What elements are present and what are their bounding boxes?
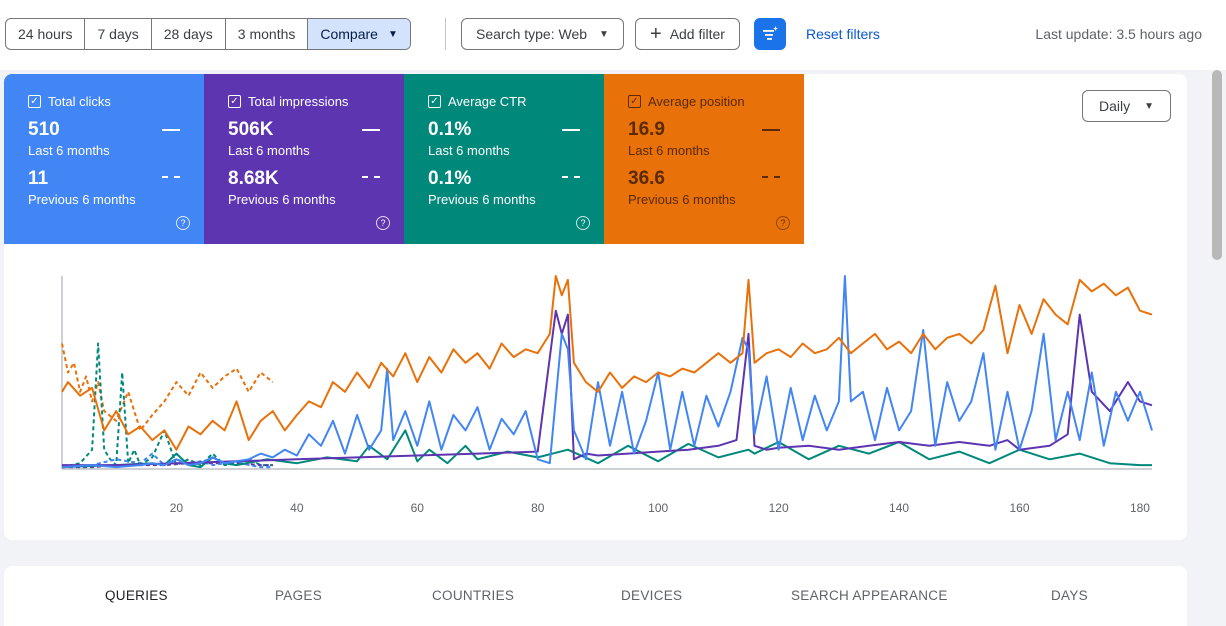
search-type-dropdown[interactable]: Search type: Web ▼ — [461, 18, 624, 50]
metric-label: Total clicks — [48, 94, 111, 109]
help-icon[interactable]: ? — [176, 216, 190, 230]
range-28-days[interactable]: 28 days — [152, 19, 226, 49]
dashed-line-legend — [762, 176, 780, 178]
metric-previous-value: 0.1% — [428, 168, 472, 189]
help-icon[interactable]: ? — [576, 216, 590, 230]
solid-line-legend — [162, 129, 180, 131]
metric-total-clicks[interactable]: ✓ Total clicks 510 Last 6 months 11 Prev… — [4, 74, 204, 244]
x-tick-label: 160 — [1009, 501, 1029, 515]
checkbox-checked-icon[interactable]: ✓ — [228, 95, 241, 108]
tab-countries[interactable]: COUNTRIES — [432, 588, 515, 603]
dashed-line-legend — [162, 176, 180, 178]
series-line-total-impressions — [62, 309, 1153, 467]
x-tick-label: 60 — [411, 501, 425, 515]
metric-previous-value: 36.6 — [628, 168, 665, 189]
compare-button[interactable]: Compare ▼ — [308, 19, 410, 49]
granularity-dropdown[interactable]: Daily ▼ — [1082, 90, 1171, 122]
metric-previous-value: 11 — [28, 168, 49, 189]
solid-line-legend — [362, 129, 380, 131]
series-line-total-clicks-previous — [61, 452, 273, 469]
series-line-average-ctr-previous — [61, 342, 273, 469]
x-tick-label: 180 — [1130, 501, 1150, 515]
checkbox-checked-icon[interactable]: ✓ — [628, 95, 641, 108]
filter-sparkle-icon — [763, 26, 778, 40]
date-range-selector: 24 hours 7 days 28 days 3 months Compare… — [5, 18, 411, 50]
metric-previous-period: Previous 6 months — [28, 192, 136, 207]
metric-previous-period: Previous 6 months — [628, 192, 736, 207]
metric-average-ctr[interactable]: ✓ Average CTR 0.1% Last 6 months 0.1% Pr… — [404, 74, 604, 244]
metric-current-period: Last 6 months — [28, 143, 110, 158]
search-type-label: Search type: Web — [476, 26, 588, 42]
metric-previous-period: Previous 6 months — [428, 192, 536, 207]
compare-label: Compare — [320, 26, 378, 42]
performance-card: ✓ Total clicks 510 Last 6 months 11 Prev… — [4, 74, 1187, 540]
x-tick-label: 20 — [170, 501, 184, 515]
checkbox-checked-icon[interactable]: ✓ — [28, 95, 41, 108]
tab-search-appearance[interactable]: SEARCH APPEARANCE — [791, 588, 948, 603]
top-toolbar: 24 hours 7 days 28 days 3 months Compare… — [0, 0, 1226, 70]
range-3-months[interactable]: 3 months — [226, 19, 309, 49]
performance-line-chart: 20 40 60 80 100 120 140 160 180 — [61, 275, 1153, 515]
dimension-tabs: QUERIES PAGES COUNTRIES DEVICES SEARCH A… — [4, 566, 1187, 626]
metric-current-value: 16.9 — [628, 119, 665, 140]
metric-label: Average CTR — [448, 94, 527, 109]
metric-current-period: Last 6 months — [428, 143, 510, 158]
help-icon[interactable]: ? — [776, 216, 790, 230]
tab-days[interactable]: DAYS — [1051, 588, 1088, 603]
x-tick-label: 80 — [531, 501, 545, 515]
dashed-line-legend — [362, 176, 380, 178]
x-tick-label: 120 — [769, 501, 789, 515]
help-icon[interactable]: ? — [376, 216, 390, 230]
dashed-line-legend — [562, 176, 580, 178]
granularity-label: Daily — [1099, 98, 1131, 114]
x-tick-label: 140 — [889, 501, 909, 515]
metric-current-value: 506K — [228, 119, 274, 140]
x-tick-label: 40 — [290, 501, 304, 515]
metric-average-position[interactable]: ✓ Average position 16.9 Last 6 months 36… — [604, 74, 804, 244]
add-filter-label: Add filter — [669, 26, 725, 42]
page-scrollbar-thumb[interactable] — [1212, 70, 1222, 260]
plus-icon: + — [650, 23, 662, 45]
solid-line-legend — [762, 129, 780, 131]
series-line-total-clicks — [61, 275, 1153, 469]
metric-current-value: 510 — [28, 119, 60, 140]
filter-settings-button[interactable] — [754, 18, 786, 50]
series-line-average-position-previous — [61, 343, 274, 432]
toolbar-divider — [445, 18, 446, 50]
tab-queries[interactable]: QUERIES — [105, 588, 168, 603]
metric-label: Total impressions — [248, 94, 349, 109]
series-line-average-position — [61, 275, 1153, 451]
tab-devices[interactable]: DEVICES — [621, 588, 683, 603]
checkbox-checked-icon[interactable]: ✓ — [428, 95, 441, 108]
range-24-hours[interactable]: 24 hours — [6, 19, 86, 49]
caret-down-icon: ▼ — [387, 28, 398, 40]
add-filter-button[interactable]: + Add filter — [635, 18, 740, 50]
metric-current-value: 0.1% — [428, 119, 472, 140]
solid-line-legend — [562, 129, 580, 131]
metric-current-period: Last 6 months — [228, 143, 310, 158]
tab-pages[interactable]: PAGES — [275, 588, 323, 603]
metric-total-impressions[interactable]: ✓ Total impressions 506K Last 6 months 8… — [204, 74, 404, 244]
metric-label: Average position — [648, 94, 745, 109]
caret-down-icon: ▼ — [599, 28, 609, 40]
metric-current-period: Last 6 months — [628, 143, 710, 158]
caret-down-icon: ▼ — [1144, 100, 1155, 112]
last-update-text: Last update: 3.5 hours ago — [1035, 26, 1202, 42]
range-7-days[interactable]: 7 days — [85, 19, 152, 49]
metric-previous-value: 8.68K — [228, 168, 279, 189]
x-tick-label: 100 — [648, 501, 668, 515]
reset-filters-link[interactable]: Reset filters — [806, 26, 880, 42]
metric-previous-period: Previous 6 months — [228, 192, 336, 207]
